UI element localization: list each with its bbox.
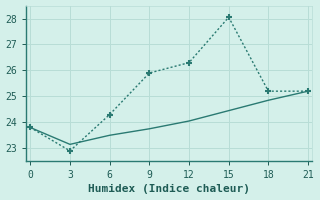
- X-axis label: Humidex (Indice chaleur): Humidex (Indice chaleur): [88, 184, 250, 194]
